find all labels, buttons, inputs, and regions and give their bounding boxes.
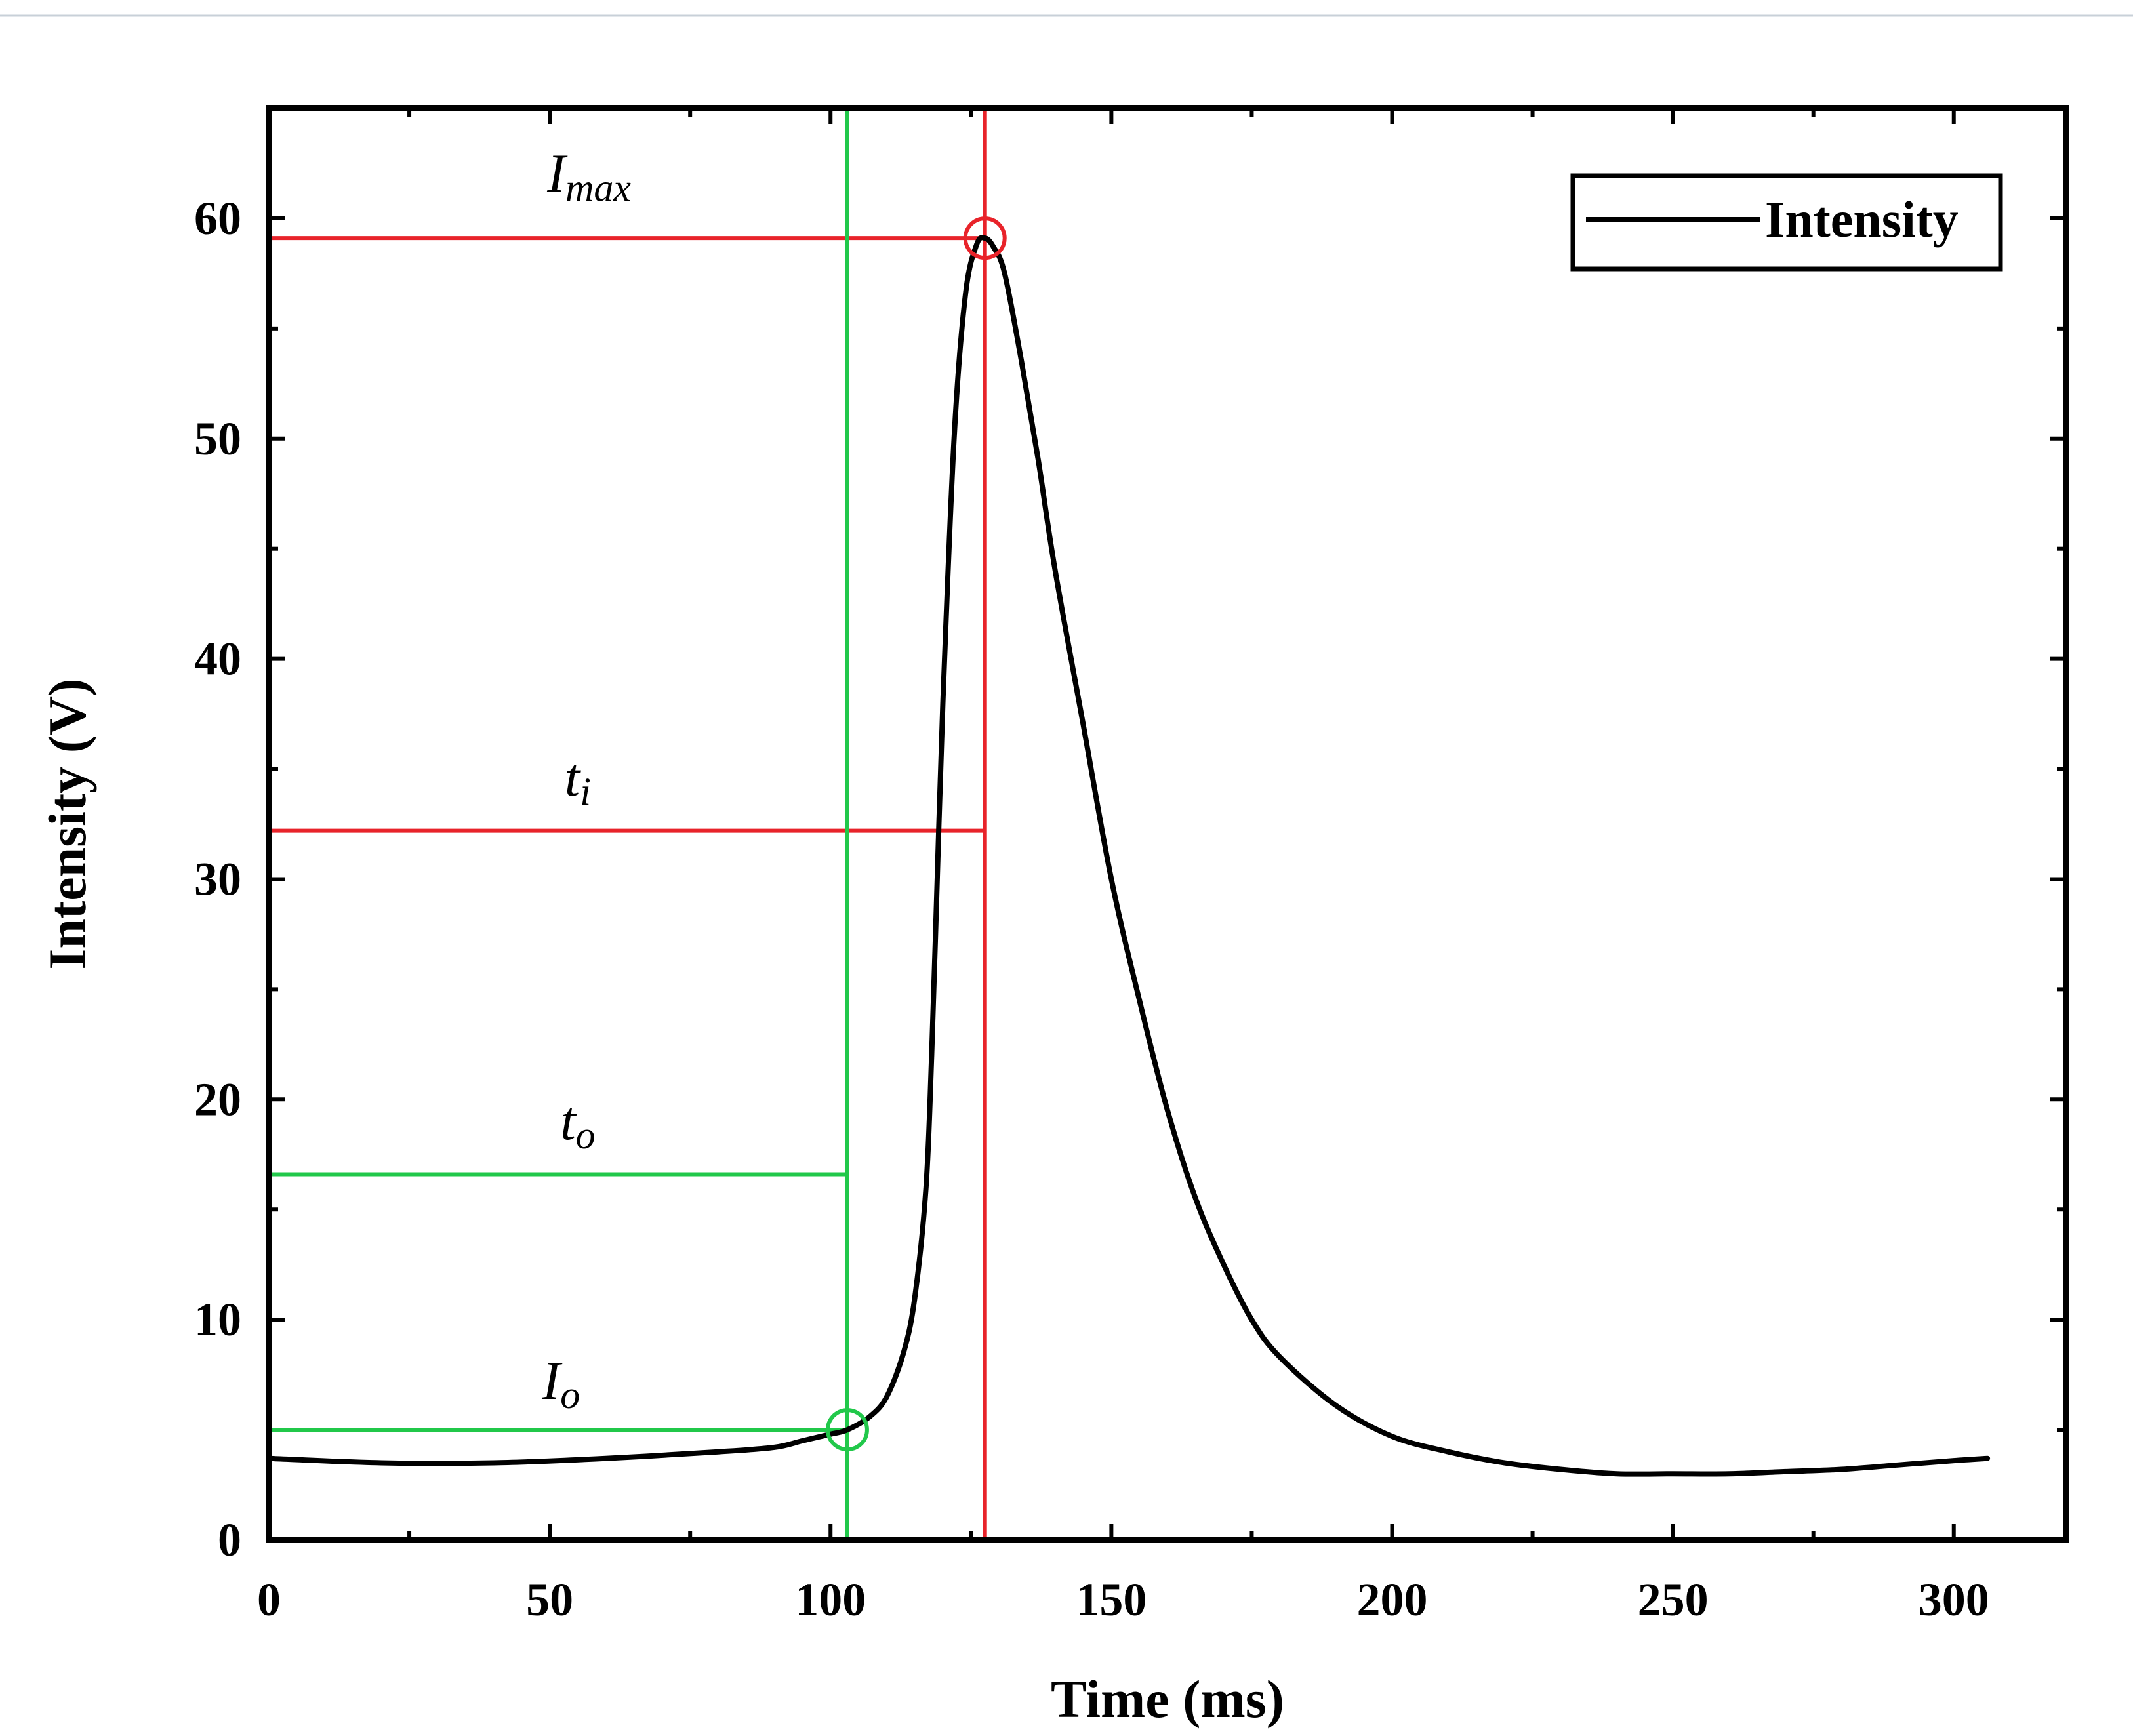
y-tick-label: 10	[194, 1293, 241, 1346]
y-tick-label: 50	[194, 413, 241, 465]
x-axis-title: Time (ms)	[1051, 1669, 1284, 1729]
imax-marker	[963, 216, 1007, 260]
annotation-imax: Imax	[546, 144, 631, 210]
y-tick-label: 30	[194, 853, 241, 905]
y-tick-label: 60	[194, 192, 241, 245]
y-tick-label: 0	[218, 1514, 241, 1566]
legend-label: Intensity	[1765, 191, 1959, 248]
annotation-to: to	[560, 1091, 595, 1157]
x-tick-label: 250	[1638, 1573, 1709, 1626]
x-tick-label: 100	[795, 1573, 866, 1626]
annotation-ti: ti	[565, 747, 591, 813]
y-axis-title: Intensity (V)	[37, 678, 97, 969]
annotation-io: Io	[541, 1350, 580, 1417]
x-tick-label: 0	[257, 1573, 281, 1626]
x-tick-label: 150	[1076, 1573, 1147, 1626]
plot-frame	[266, 105, 2069, 1543]
y-tick-label: 40	[194, 633, 241, 685]
io-marker	[825, 1408, 869, 1452]
x-tick-label: 50	[526, 1573, 573, 1626]
x-tick-label: 200	[1357, 1573, 1428, 1626]
y-tick-label: 20	[194, 1073, 241, 1125]
x-tick-label: 300	[1919, 1573, 1989, 1626]
intensity-series-line	[266, 235, 1991, 1477]
